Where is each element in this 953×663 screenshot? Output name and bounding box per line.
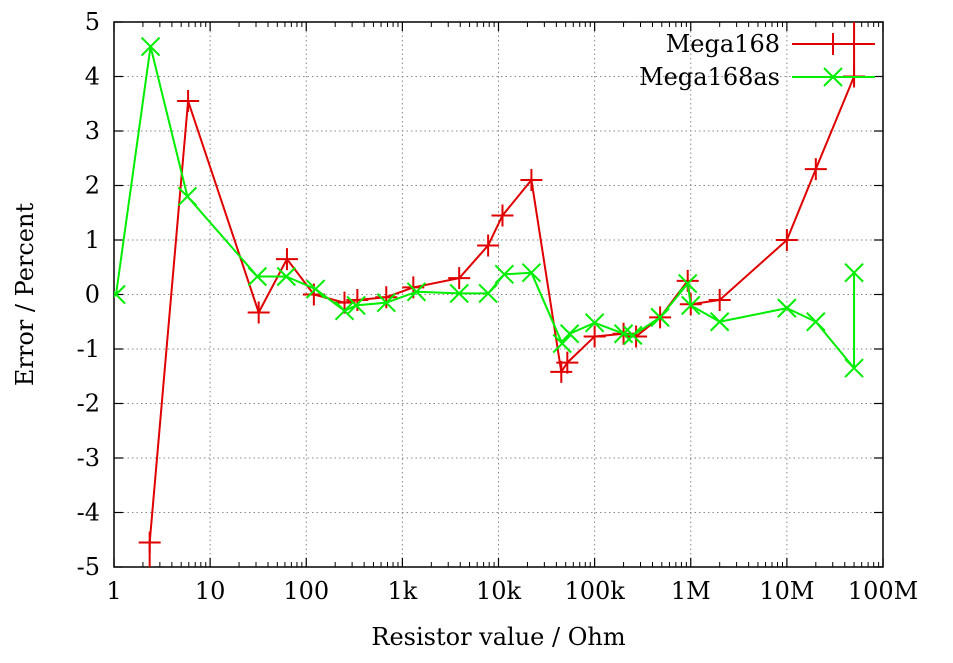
data-point [140,36,161,57]
data-point [491,204,514,227]
data-point [804,158,827,181]
data-point [681,295,701,316]
data-point [247,301,270,324]
data-point [375,286,398,309]
data-point [806,312,826,332]
y-tick-label: -2 [77,390,100,418]
data-series [114,22,866,567]
data-point [275,248,298,271]
data-point [550,360,573,383]
grid-lines [114,22,883,567]
y-tick-label: -5 [77,553,100,581]
x-tick-label: 1M [671,577,711,605]
data-point [775,229,798,251]
data-point [520,169,543,192]
y-tick-label: 5 [85,8,100,36]
y-tick-label: -1 [77,335,100,363]
data-point [625,325,648,348]
data-point [552,333,572,354]
data-point [449,283,469,304]
data-point [177,90,200,113]
x-tick-label: 1k [387,577,417,605]
data-point [477,234,500,257]
legend-marker [823,67,843,87]
legend-marker [822,33,844,55]
series-line [115,45,856,370]
legend-label: Mega168 [666,30,780,58]
data-point [138,531,161,554]
data-point [494,264,515,285]
x-tick-label: 100k [564,577,625,605]
data-point [583,325,606,348]
series-line [148,22,856,567]
data-point [584,313,605,333]
y-axis-label: Error / Percent [11,203,39,387]
data-point [448,267,471,290]
data-point [708,288,731,311]
x-tick-label: 100M [848,577,918,605]
data-point [556,351,579,374]
legend-label: Mega168as [639,63,780,91]
y-tick-label: 2 [85,172,100,200]
data-point [678,273,698,294]
x-tick-label: 10k [476,577,522,605]
y-tick-label: 3 [85,117,100,145]
x-tick-label: 10M [759,577,814,605]
data-point [559,324,580,344]
y-tick-label: -3 [77,444,100,472]
data-point [844,262,864,283]
data-point [305,279,326,299]
y-tick-label: 0 [85,281,100,309]
data-point [346,295,366,316]
x-tick-label: 100 [283,577,329,605]
y-tick-label: 1 [85,226,100,254]
data-point [623,325,643,346]
data-point [376,292,396,313]
data-point [114,284,126,305]
data-point [406,282,427,302]
data-point [521,262,542,283]
data-point [478,283,498,304]
data-point [650,307,670,328]
x-tick-label: 1 [106,577,121,605]
data-point [709,312,730,332]
legend: Mega168 Mega168as [639,30,875,91]
data-point [777,298,797,318]
y-tick-label: -4 [77,499,100,527]
data-point [844,358,864,378]
data-point [334,301,355,321]
x-tick-label: 10 [195,577,226,605]
x-axis-label: Resistor value / Ohm [371,623,625,651]
series-mega168as [114,36,864,378]
series-mega168 [138,22,866,567]
data-point [247,266,268,287]
y-tick-label: 4 [85,63,100,91]
data-point [276,266,297,287]
data-point [177,186,198,207]
